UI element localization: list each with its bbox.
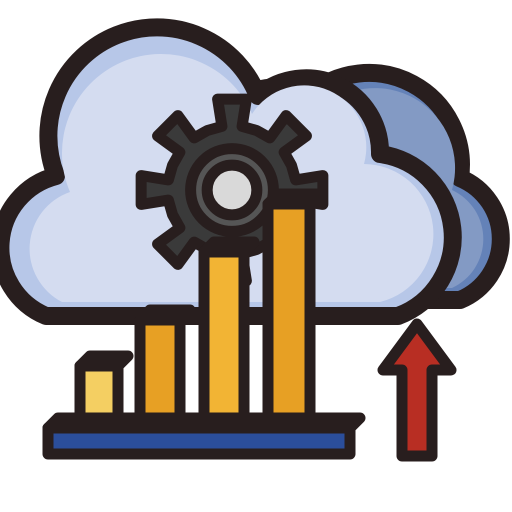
- gear-hub-inner: [207, 165, 257, 215]
- bar-base-front: [48, 428, 350, 454]
- cloud-analytics-gear-icon: [0, 0, 512, 512]
- bar-front-3: [268, 204, 310, 432]
- up-arrow-icon: [383, 324, 451, 456]
- bar-front-2: [204, 252, 244, 432]
